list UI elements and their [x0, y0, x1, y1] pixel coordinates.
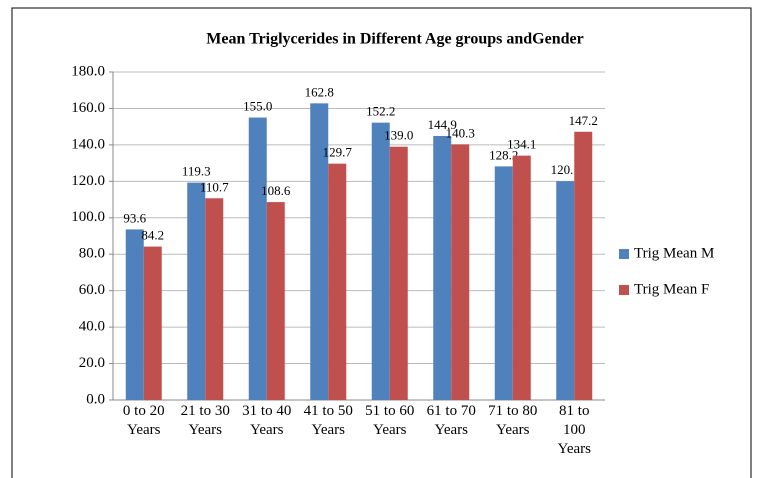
bar — [371, 122, 390, 400]
bar — [389, 146, 408, 400]
y-tick-label: 100.0 — [71, 209, 105, 225]
bar — [328, 163, 347, 400]
value-label: 128.2 — [489, 147, 518, 162]
bar — [143, 246, 162, 400]
value-label: 129.7 — [323, 145, 353, 160]
chart-title: Mean Triglycerides in Different Age grou… — [206, 31, 583, 48]
x-tick-label: 81 to 100 Years — [557, 403, 591, 457]
value-label: 84.2 — [141, 228, 164, 243]
value-label: 152.2 — [366, 104, 395, 119]
value-label: 119.3 — [182, 164, 211, 179]
x-tick-label: 0 to 20 Years — [122, 403, 165, 438]
value-label: 134.1 — [507, 137, 536, 152]
bar — [451, 144, 470, 400]
bar — [433, 135, 452, 400]
value-label: 155.0 — [243, 99, 272, 114]
bar — [574, 131, 593, 400]
y-tick-label: 40.0 — [79, 319, 105, 335]
x-tick-label: 51 to 60 Years — [365, 403, 415, 438]
x-tick-label: 71 to 80 Years — [488, 403, 538, 438]
bar — [556, 181, 575, 400]
bar — [310, 103, 329, 400]
legend-label: Trig Mean F — [634, 281, 709, 297]
y-tick-label: 80.0 — [79, 246, 105, 262]
value-label: 93.6 — [123, 210, 146, 225]
value-label: 139.0 — [384, 128, 413, 143]
value-label: 162.8 — [305, 84, 334, 99]
bar — [187, 182, 206, 400]
y-tick-label: 20.0 — [79, 355, 105, 371]
y-tick-label: 0.0 — [86, 391, 105, 407]
y-tick-label: 140.0 — [71, 136, 105, 152]
y-tick-label: 60.0 — [79, 282, 105, 298]
value-label: 144.9 — [428, 117, 457, 132]
x-tick-label: 21 to 30 Years — [180, 403, 230, 438]
bar — [266, 202, 285, 400]
legend-swatch — [619, 285, 629, 295]
legend-swatch — [619, 249, 629, 259]
legend-label: Trig Mean M — [634, 245, 714, 261]
y-tick-label: 180.0 — [71, 63, 105, 79]
value-label: 147.2 — [569, 113, 598, 128]
value-label: 140.3 — [446, 125, 475, 140]
bar — [512, 155, 531, 400]
bar — [248, 117, 267, 401]
x-tick-label: 41 to 50 Years — [303, 403, 353, 438]
value-label: 108.6 — [261, 183, 291, 198]
bar — [125, 229, 144, 400]
x-tick-label: 61 to 70 Years — [426, 403, 476, 438]
y-tick-label: 120.0 — [71, 173, 105, 189]
value-label: 120.1 — [551, 162, 580, 177]
value-label: 110.7 — [200, 179, 229, 194]
x-tick-label: 31 to 40 Years — [242, 403, 292, 438]
bar — [494, 166, 513, 400]
y-tick-label: 160.0 — [71, 100, 105, 116]
bar — [205, 198, 224, 400]
